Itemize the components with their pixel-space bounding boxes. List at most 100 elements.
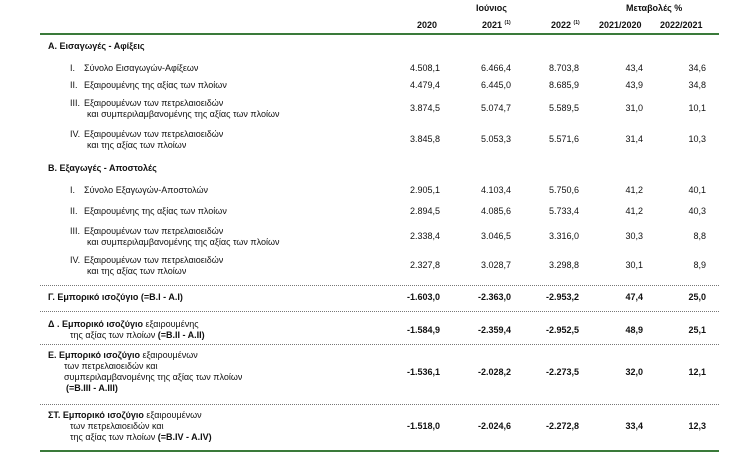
balance-title-rest: εξαιρουμένης	[142, 319, 199, 329]
balance-value-v2020: -1.536,1	[406, 366, 440, 377]
row-label: Εξαιρουμένων των πετρελαιοειδών	[84, 255, 224, 265]
row-numeral: II.	[70, 80, 78, 90]
header-2021: 2021 (1)	[482, 20, 511, 30]
row-label: Εξαιρουμένων των πετρελαιοειδών	[84, 226, 224, 236]
balance-title: Γ. Εμπορικό ισοζύγιο (=B.I - A.I)	[48, 292, 183, 302]
balance-value-c2: 25,0	[688, 292, 706, 302]
balance-line-text: της αξίας των πλοίων	[70, 432, 156, 442]
balance-title: Ε. Εμπορικό ισοζύγιο εξαιρουμένων	[48, 350, 198, 360]
row-value-v2022: 5.750,6	[548, 185, 579, 195]
separator-st	[40, 404, 719, 405]
row-value-v2020: 2.327,8	[409, 260, 440, 270]
row-value-v2020: 4.479,4	[409, 80, 440, 90]
row-label-line2: και συμπεριλαμβανομένης της αξίας των πλ…	[87, 237, 280, 247]
row-value-c2: 8,9	[693, 260, 706, 270]
row-value-v2020: 3.874,5	[409, 103, 440, 113]
row-value-v2020: 4.508,1	[409, 63, 440, 73]
balance-title: Δ . Εμπορικό ισοζύγιο εξαιρουμένης	[48, 319, 199, 329]
balance-value-v2022: -2.272,8	[545, 421, 579, 431]
balance-value-v2021: -2.359,4	[477, 324, 511, 335]
row-value-v2022: 5.571,6	[548, 134, 579, 144]
row-value-v2021: 4.085,6	[480, 206, 511, 216]
row-value-c2: 40,3	[688, 206, 706, 216]
row-value-v2021: 6.445,0	[480, 80, 511, 90]
balance-value-c1: 48,9	[625, 324, 643, 335]
section-a-title: A. Εισαγωγές - Αφίξεις	[48, 41, 145, 51]
balance-title-rest: εξαιρουμένων	[143, 410, 202, 420]
header-rule	[40, 33, 719, 35]
balance-value-v2021: -2.024,6	[477, 421, 511, 431]
row-numeral: I.	[70, 185, 76, 195]
separator-c	[40, 285, 719, 286]
balance-value-v2020: -1.518,0	[406, 421, 440, 431]
header-change-1: 2021/2020	[599, 20, 642, 30]
row-value-c2: 40,1	[688, 185, 706, 195]
row-value-v2022: 5.733,4	[548, 206, 579, 216]
row-label: Σύνολο Εισαγωγών-Αφίξεων	[84, 63, 199, 73]
row-value-c2: 8,8	[693, 231, 706, 241]
row-value-c1: 43,4	[625, 63, 643, 73]
balance-line-l4: (=B.III - A.III)	[66, 383, 118, 393]
balance-line-formula: (=B.II - A.II)	[155, 330, 205, 340]
row-label-line2: και συμπεριλαμβανομένης της αξίας των πλ…	[87, 109, 280, 119]
row-numeral: III.	[70, 98, 81, 108]
row-value-c2: 34,8	[688, 80, 706, 90]
balance-value-v2020: -1.584,9	[406, 324, 440, 335]
row-value-c1: 41,2	[625, 206, 643, 216]
row-value-v2020: 2.905,1	[409, 185, 440, 195]
row-value-v2020: 3.845,8	[409, 134, 440, 144]
balance-value-c1: 32,0	[625, 366, 643, 377]
row-value-c2: 10,3	[688, 134, 706, 144]
header-2022: 2022 (1)	[551, 20, 580, 30]
row-value-v2021: 4.103,4	[480, 185, 511, 195]
row-numeral: I.	[70, 63, 76, 73]
balance-line-text: των πετρελαιοειδών και	[70, 421, 164, 431]
row-value-v2022: 3.316,0	[548, 231, 579, 241]
balance-value-c2: 12,1	[688, 366, 706, 377]
balance-title-bold: Ε. Εμπορικό ισοζύγιο	[48, 350, 140, 360]
row-numeral: III.	[70, 226, 81, 236]
row-label-line2: και της αξίας των πλοίων	[87, 140, 187, 150]
balance-line-l3: συμπεριλαμβανομένης της αξίας των πλοίων	[64, 372, 242, 382]
balance-value-c2: 25,1	[688, 324, 706, 335]
row-value-v2022: 5.589,5	[548, 103, 579, 113]
balance-value-v2020: -1.603,0	[406, 292, 440, 302]
row-label: Σύνολο Εξαγωγών-Αποστολών	[84, 185, 209, 195]
row-value-c2: 34,6	[688, 63, 706, 73]
balance-value-v2021: -2.028,2	[477, 366, 511, 377]
row-value-v2020: 2.338,4	[409, 231, 440, 241]
row-value-c1: 41,2	[625, 185, 643, 195]
header-2020: 2020	[417, 20, 438, 30]
row-label-line2: και της αξίας των πλοίων	[87, 266, 187, 276]
separator-e	[40, 344, 719, 345]
balance-title-bold: Δ . Εμπορικό ισοζύγιο	[48, 319, 143, 329]
balance-value-v2022: -2.273,5	[545, 366, 579, 377]
balance-value-v2021: -2.363,0	[477, 292, 511, 302]
balance-line-formula: (=B.IV - A.IV)	[155, 432, 212, 442]
row-value-v2022: 8.685,9	[548, 80, 579, 90]
row-value-v2022: 8.703,8	[548, 63, 579, 73]
balance-line-l2: των πετρελαιοειδών και	[64, 361, 158, 371]
row-value-v2021: 5.053,3	[480, 134, 511, 144]
balance-value-v2022: -2.952,5	[545, 324, 579, 335]
balance-line-text: (=B.III - A.III)	[66, 383, 118, 393]
separator-d	[40, 311, 719, 312]
balance-value-c2: 12,3	[688, 421, 706, 431]
balance-line-l2: της αξίας των πλοίων (=B.II - A.II)	[70, 330, 205, 340]
row-label: Εξαιρουμένης της αξίας των πλοίων	[84, 80, 227, 90]
section-b-title: B. Εξαγωγές - Αποστολές	[48, 163, 157, 173]
row-value-v2021: 6.466,4	[480, 63, 511, 73]
balance-value-v2022: -2.953,2	[545, 292, 579, 302]
row-label: Εξαιρουμένων των πετρελαιοειδών	[84, 129, 224, 139]
balance-value-c1: 47,4	[625, 292, 643, 302]
balance-value-c1: 33,4	[625, 421, 643, 431]
row-value-v2021: 5.074,7	[480, 103, 511, 113]
row-label: Εξαιρουμένων των πετρελαιοειδών	[84, 98, 224, 108]
balance-title: ΣΤ. Εμπορικό ισοζύγιο εξαιρουμένων	[48, 410, 202, 420]
balance-line-text: συμπεριλαμβανομένης της αξίας των πλοίων	[64, 372, 243, 382]
row-value-c1: 31,0	[625, 103, 643, 113]
balance-title-bold: ΣΤ. Εμπορικό ισοζύγιο	[48, 410, 144, 420]
balance-title-rest: εξαιρουμένων	[139, 350, 198, 360]
balance-line-l2: των πετρελαιοειδών και	[70, 421, 164, 431]
balance-title-bold: Γ. Εμπορικό ισοζύγιο (=B.I - A.I)	[48, 292, 183, 302]
